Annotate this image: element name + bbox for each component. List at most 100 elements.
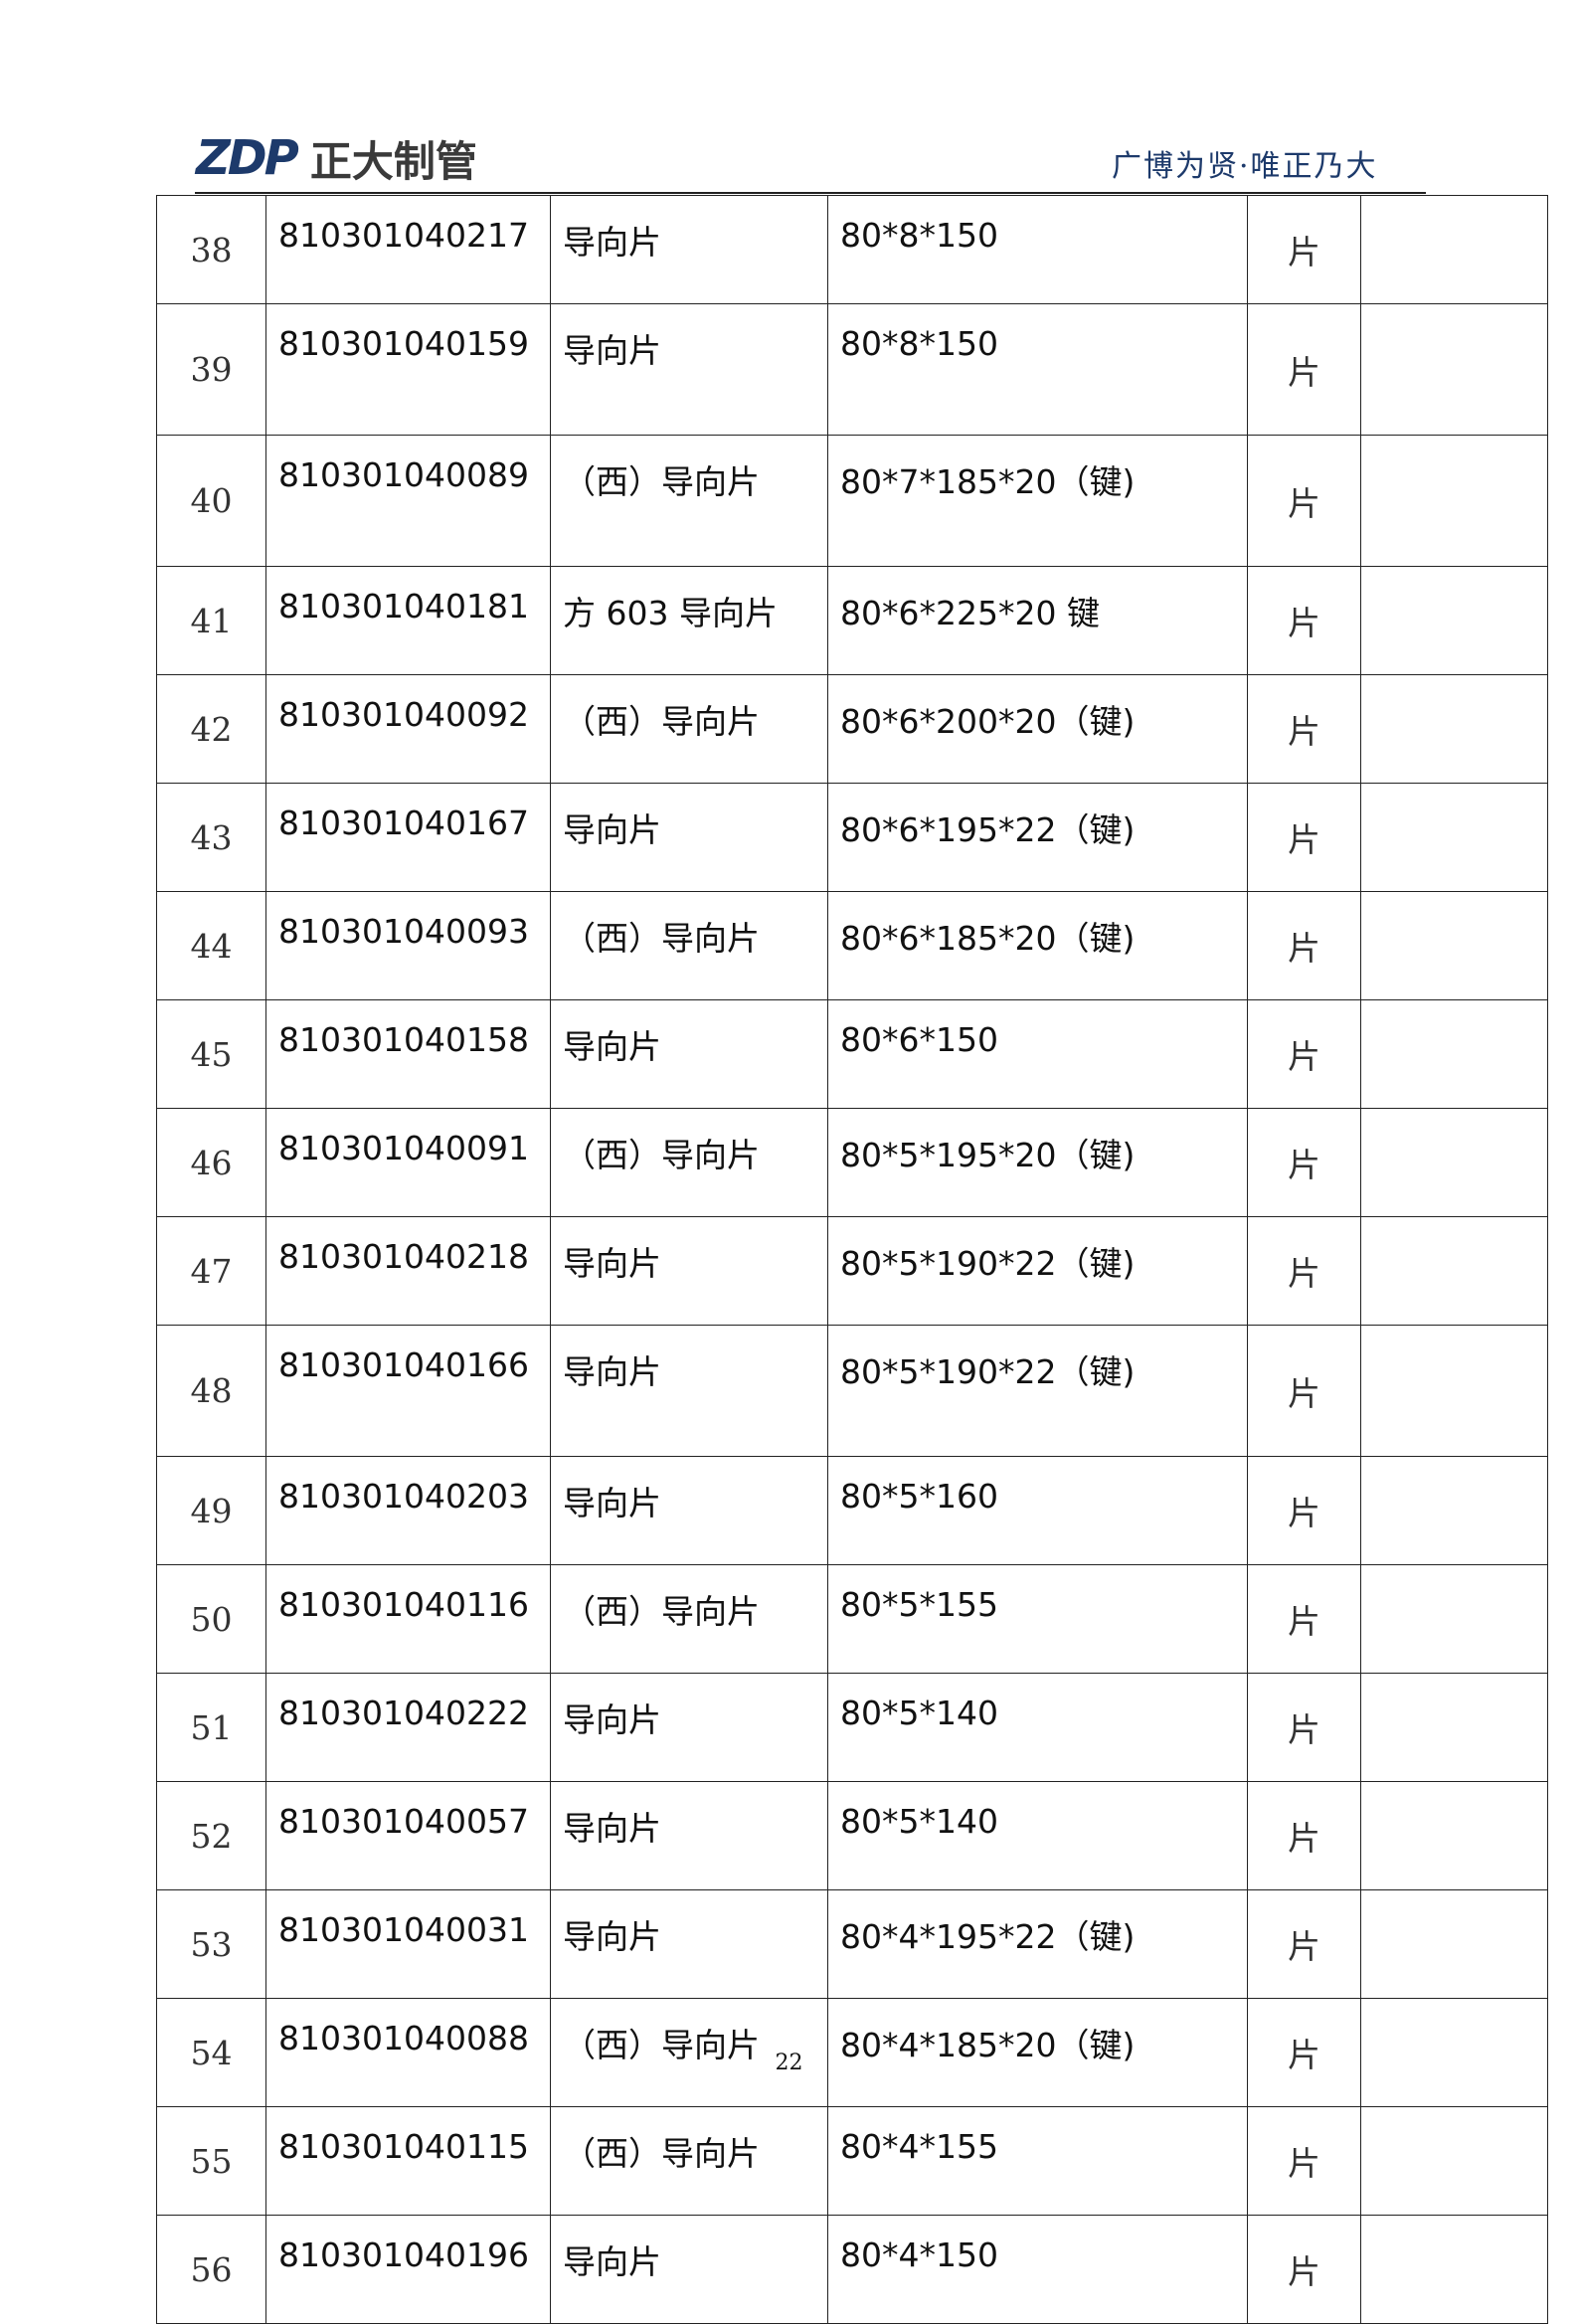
cell-code: 810301040159 [265,303,551,436]
cell-name: 方 603 导向片 [550,566,828,675]
table-row: 41 810301040181 方 603 导向片 80*6*225*20 键片 [156,566,1548,675]
cell-spec: 80*4*155 [827,2106,1248,2216]
table-row: 39 810301040159 导向片 80*8*150 片 [156,303,1548,436]
table-row: 43 810301040167 导向片 80*6*195*22（键) 片 [156,783,1548,892]
cell-name: （西）导向片 [550,1108,828,1217]
cell-no: 39 [156,303,266,436]
cell-code: 810301040217 [265,195,551,304]
logo-name: 正大制管 [309,136,477,186]
cell-spec: 80*7*185*20（键) [827,435,1248,567]
cell-code: 810301040093 [265,891,551,1000]
cell-unit: 片 [1247,435,1361,567]
cell-note [1360,999,1548,1109]
cell-unit: 片 [1247,566,1361,675]
cell-spec: 80*5*140 [827,1673,1248,1782]
cell-name: 导向片 [550,1889,828,1999]
cell-code: 810301040167 [265,783,551,892]
cell-name: （西）导向片 [550,1564,828,1674]
cell-unit: 片 [1247,783,1361,892]
cell-spec: 80*6*185*20（键) [827,891,1248,1000]
cell-spec: 80*4*150 [827,2215,1248,2324]
cell-name: 导向片 [550,1673,828,1782]
cell-spec: 80*5*155 [827,1564,1248,1674]
cell-spec: 80*6*150 [827,999,1248,1109]
cell-unit: 片 [1247,999,1361,1109]
cell-note [1360,674,1548,784]
table-row: 49 810301040203 导向片 80*5*160 片 [156,1456,1548,1565]
cell-spec: 80*5*160 [827,1456,1248,1565]
cell-spec: 80*6*200*20（键) [827,674,1248,784]
cell-no: 44 [156,891,266,1000]
cell-no: 53 [156,1889,266,1999]
page-number: 22 [775,2051,803,2075]
cell-name: （西）导向片 [550,674,828,784]
cell-name: 导向片 [550,1781,828,1890]
cell-code: 810301040057 [265,1781,551,1890]
cell-spec: 80*5*190*22（键) [827,1325,1248,1457]
cell-note [1360,566,1548,675]
cell-no: 52 [156,1781,266,1890]
cell-name: （西）导向片 [550,2106,828,2216]
cell-name: 导向片 [550,1325,828,1457]
cell-note [1360,1325,1548,1457]
cell-note [1360,891,1548,1000]
cell-unit: 片 [1247,2106,1361,2216]
cell-unit: 片 [1247,1564,1361,1674]
cell-code: 810301040222 [265,1673,551,1782]
cell-note [1360,2215,1548,2324]
cell-note [1360,2106,1548,2216]
cell-no: 46 [156,1108,266,1217]
cell-name: 导向片 [550,783,828,892]
cell-code: 810301040089 [265,435,551,567]
table-row: 42 810301040092 （西）导向片 80*6*200*20（键) 片 [156,674,1548,784]
cell-no: 47 [156,1216,266,1326]
cell-note [1360,1108,1548,1217]
cell-no: 45 [156,999,266,1109]
cell-code: 810301040166 [265,1325,551,1457]
table-row: 50 810301040116 （西）导向片 80*5*155 片 [156,1564,1548,1674]
cell-note [1360,1564,1548,1674]
cell-note [1360,1889,1548,1999]
cell-unit: 片 [1247,1456,1361,1565]
company-logo: ZDP 正大制管 [196,130,477,186]
cell-unit: 片 [1247,195,1361,304]
cell-note [1360,1216,1548,1326]
table-row: 48 810301040166 导向片 80*5*190*22（键) 片 [156,1325,1548,1457]
cell-note [1360,435,1548,567]
table-row: 51 810301040222 导向片 80*5*140 片 [156,1673,1548,1782]
cell-no: 54 [156,1998,266,2107]
cell-note [1360,1781,1548,1890]
cell-note [1360,1456,1548,1565]
cell-spec: 80*4*195*22（键) [827,1889,1248,1999]
cell-no: 42 [156,674,266,784]
cell-unit: 片 [1247,1216,1361,1326]
table-row: 44 810301040093 （西）导向片 80*6*185*20（键) 片 [156,891,1548,1000]
cell-no: 51 [156,1673,266,1782]
cell-name: 导向片 [550,2215,828,2324]
logo-mark: ZDP [196,130,299,186]
cell-note [1360,303,1548,436]
cell-spec: 80*5*140 [827,1781,1248,1890]
cell-name: （西）导向片 [550,1998,828,2107]
table-row: 53 810301040031 导向片 80*4*195*22（键) 片 [156,1889,1548,1999]
cell-note [1360,1998,1548,2107]
cell-code: 810301040116 [265,1564,551,1674]
cell-note [1360,195,1548,304]
cell-name: 导向片 [550,1456,828,1565]
cell-unit: 片 [1247,1673,1361,1782]
table-row: 56 810301040196 导向片 80*4*150 片 [156,2215,1548,2324]
header-divider [195,192,1426,194]
cell-spec: 80*5*190*22（键) [827,1216,1248,1326]
cell-code: 810301040181 [265,566,551,675]
cell-spec: 80*5*195*20（键) [827,1108,1248,1217]
cell-code: 810301040088 [265,1998,551,2107]
cell-name: 导向片 [550,303,828,436]
cell-unit: 片 [1247,674,1361,784]
cell-code: 810301040158 [265,999,551,1109]
table-row: 55 810301040115 （西）导向片 80*4*155 片 [156,2106,1548,2216]
cell-unit: 片 [1247,1108,1361,1217]
cell-note [1360,783,1548,892]
table-row: 45 810301040158 导向片 80*6*150 片 [156,999,1548,1109]
cell-no: 48 [156,1325,266,1457]
table-row: 40 810301040089 （西）导向片 80*7*185*20（键) 片 [156,435,1548,567]
